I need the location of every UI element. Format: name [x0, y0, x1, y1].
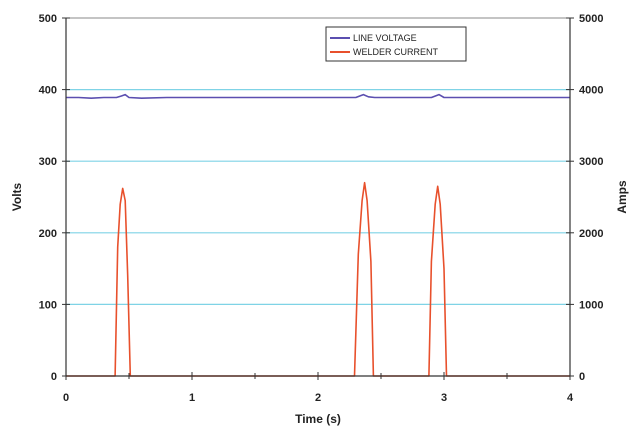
x-tick-label-1: 1	[189, 392, 195, 404]
y-left-tick-label-0: 0	[51, 371, 57, 383]
y-right-tick-label-3: 3000	[579, 156, 603, 168]
x-tick-label-3: 3	[441, 392, 447, 404]
y-left-tick-label-5: 500	[39, 13, 57, 25]
y-right-tick-label-1: 1000	[579, 299, 603, 311]
y-left-tick-label-1: 100	[39, 299, 57, 311]
y-right-tick-label-0: 0	[579, 371, 585, 383]
y-left-axis-title: Volts	[10, 182, 24, 211]
x-tick-label-4: 4	[567, 392, 574, 404]
series-line-welder-current	[66, 181, 570, 377]
legend-label-line-voltage: LINE VOLTAGE	[353, 33, 417, 43]
y-left-tick-label-2: 200	[39, 228, 57, 240]
grid-layer	[66, 88, 570, 305]
legend-box	[325, 26, 467, 62]
y-left-tick-label-4: 400	[39, 85, 57, 97]
x-axis-title: Time (s)	[295, 412, 341, 426]
y-right-tick-label-4: 4000	[579, 85, 603, 97]
y-left-tick-label-3: 300	[39, 156, 57, 168]
y-right-axis-title: Amps	[615, 180, 629, 214]
legend-label-welder-current: WELDER CURRENT	[353, 47, 439, 57]
x-tick-label-0: 0	[63, 392, 69, 404]
ticks-layer: 0 1 2 3 401002003004005000100020003000400050…	[39, 13, 604, 404]
y-right-tick-label-5: 5000	[579, 13, 603, 25]
y-right-tick-label-2: 2000	[579, 228, 603, 240]
axes-layer	[65, 17, 571, 377]
legend: LINE VOLTAGE WELDER CURRENT	[325, 26, 467, 62]
series-line-line-voltage	[66, 93, 570, 99]
series-layer	[66, 93, 570, 377]
x-tick-label-2: 2	[315, 392, 321, 404]
